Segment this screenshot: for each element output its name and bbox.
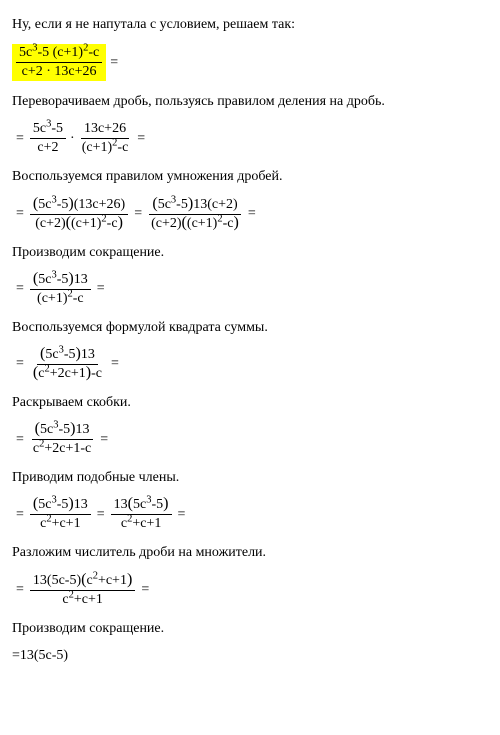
f2-r-den: (c+2)((c+1)2-c) bbox=[148, 215, 242, 232]
f0-den: c+2 · 13c+26 bbox=[19, 63, 100, 80]
f6-r-num: 13(5c3-5) bbox=[111, 497, 172, 515]
formula-3: = (5c3-5)13 (c+1)2-c = bbox=[12, 272, 488, 307]
f2-l-num: (5c3-5)(13c+26) bbox=[30, 197, 128, 215]
f6-l-num: (5c3-5)13 bbox=[30, 497, 91, 515]
f5-num: (5c3-5)13 bbox=[32, 422, 93, 440]
f1-b-num: 13c+26 bbox=[81, 121, 129, 139]
f6-r-den: c2+c+1 bbox=[118, 515, 164, 532]
formula-7: = 13(5c-5)(c2+c+1) c2+c+1 = bbox=[12, 573, 488, 608]
step1-text: Переворачиваем дробь, пользуясь правилом… bbox=[12, 93, 488, 111]
f1-a-num: 5c3-5 bbox=[30, 121, 66, 139]
step2-text: Воспользуемся правилом умножения дробей. bbox=[12, 168, 488, 186]
step4-text: Воспользуемся формулой квадрата суммы. bbox=[12, 319, 488, 337]
f0-num: 5c3-5 (c+1)2-c bbox=[16, 45, 102, 63]
step8-text: Производим сокращение. bbox=[12, 620, 488, 638]
f1-b-den: (c+1)2-c bbox=[79, 139, 132, 156]
formula-5: = (5c3-5)13 c2+2c+1-c = bbox=[12, 422, 488, 457]
f1-a-den: c+2 bbox=[34, 139, 61, 156]
step6-text: Приводим подобные члены. bbox=[12, 469, 488, 487]
formula-6: = (5c3-5)13 c2+c+1 = 13(5c3-5) c2+c+1 = bbox=[12, 497, 488, 532]
f6-l-den: c2+c+1 bbox=[37, 515, 83, 532]
formula-2: = (5c3-5)(13c+26) (c+2)((c+1)2-c) = (5c3… bbox=[12, 197, 488, 232]
final-result: =13(5c-5) bbox=[12, 648, 488, 664]
intro-text: Ну, если я не напутала с условием, решае… bbox=[12, 16, 488, 34]
formula-4: = (5c3-5)13 (c2+2c+1)-c = bbox=[12, 347, 488, 382]
f4-den: (c2+2c+1)-c bbox=[30, 365, 105, 382]
formula-1: = 5c3-5 c+2 · 13c+26 (c+1)2-c = bbox=[12, 121, 488, 156]
f2-r-num: (5c3-5)13(c+2) bbox=[149, 197, 240, 215]
f7-den: c2+c+1 bbox=[59, 591, 105, 608]
step3-text: Производим сокращение. bbox=[12, 244, 488, 262]
step5-text: Раскрываем скобки. bbox=[12, 394, 488, 412]
formula-0: 5c3-5 (c+1)2-c c+2 · 13c+26 = bbox=[12, 44, 488, 81]
f2-l-den: (c+2)((c+1)2-c) bbox=[32, 215, 126, 232]
f3-den: (c+1)2-c bbox=[34, 290, 87, 307]
f7-num: 13(5c-5)(c2+c+1) bbox=[30, 573, 135, 591]
f3-num: (5c3-5)13 bbox=[30, 272, 91, 290]
step7-text: Разложим числитель дроби на множители. bbox=[12, 544, 488, 562]
f4-num: (5c3-5)13 bbox=[37, 347, 98, 365]
f5-den: c2+2c+1-c bbox=[30, 440, 94, 457]
